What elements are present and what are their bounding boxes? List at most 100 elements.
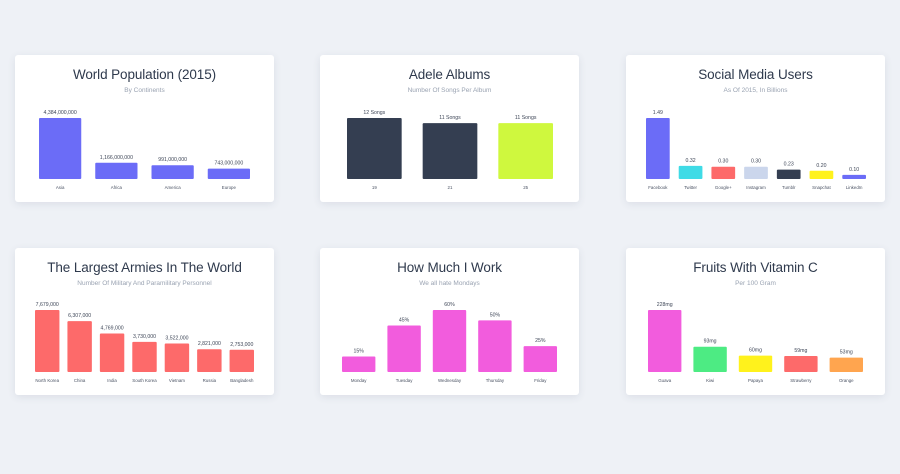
data-label-monday: 15% [354, 349, 365, 355]
bar-africa [95, 162, 138, 179]
tick-label-tuesday: Tuesday [396, 378, 413, 383]
data-label-north-korea: 7,679,000 [36, 302, 59, 308]
chart-card-largest-armies: The Largest Armies In The World Number O… [15, 248, 274, 395]
chart-card-fruits-vitamin-c: Fruits With Vitamin C Per 100 Gram 228mg… [626, 248, 885, 395]
tick-label-papaya: Papaya [748, 378, 763, 383]
data-label-tuesday: 45% [399, 318, 410, 324]
tick-label-bangladesh: Bangladesh [230, 378, 254, 383]
data-label-19: 12 Songs [363, 110, 385, 116]
tick-label-russia: Russia [203, 378, 217, 383]
bar-russia [197, 349, 222, 372]
tick-label-south-korea: South Korea [132, 378, 157, 383]
chart-subtitle: Number Of Military And Paramilitary Pers… [77, 280, 212, 287]
chart-card-adele-albums: Adele Albums Number Of Songs Per Album 1… [320, 55, 579, 202]
tick-label-wednesday: Wednesday [438, 378, 462, 383]
bar-19 [347, 118, 402, 179]
bar-bangladesh [229, 349, 254, 372]
data-label-facebook: 1.49 [653, 110, 663, 116]
tick-label-19: 19 [372, 185, 377, 190]
tick-label-thursday: Thursday [486, 378, 505, 383]
tick-label-china: China [74, 378, 86, 383]
data-label-friday: 25% [535, 338, 546, 344]
bar-25 [498, 123, 553, 179]
bar-orange [829, 357, 863, 372]
tick-label-kiwi: Kiwi [706, 378, 714, 383]
tick-label-asia: Asia [56, 185, 65, 190]
chart-title: World Population (2015) [72, 67, 217, 82]
tick-label-guava: Guava [658, 378, 671, 383]
tick-label-europe: Europe [222, 185, 237, 190]
data-label-papaya: 60mg [749, 348, 762, 354]
tick-label-facebook: Facebook [648, 185, 668, 190]
data-label-kiwi: 93mg [704, 339, 717, 345]
chart-title: Social Media Users [698, 67, 813, 82]
bar-monday [342, 356, 376, 372]
tick-label-25: 25 [523, 185, 528, 190]
data-label-vietnam: 3,522,000 [165, 336, 188, 342]
bar-chart-fruits-vitamin-c: 228mg Guava 93mg Kiwi 60mg Papaya 59mg Strawber… [648, 302, 863, 383]
data-label-25: 11 Songs [515, 115, 537, 121]
data-label-linkedin: 0.10 [849, 167, 859, 173]
tick-label-snapchat: Snapchat [812, 185, 831, 190]
bar-tumblr [776, 169, 801, 179]
bar-china [67, 321, 92, 372]
bar-papaya [738, 355, 773, 372]
tick-label-africa: Africa [111, 185, 123, 190]
tick-label-orange: Orange [839, 378, 854, 383]
bar-strawberry [784, 355, 818, 372]
chart-card-world-population: World Population (2015) By Continents 4,… [15, 55, 274, 202]
chart-subtitle: Per 100 Gram [735, 280, 776, 287]
bar-twitter [678, 165, 703, 179]
tick-label-monday: Monday [351, 378, 367, 383]
data-label-thursday: 50% [490, 312, 501, 318]
data-label-europe: 743,000,000 [214, 161, 243, 167]
data-label-google: 0.30 [718, 159, 728, 165]
tick-label-india: India [107, 378, 117, 383]
data-label-strawberry: 59mg [794, 348, 807, 354]
tick-label-north-korea: North Korea [35, 378, 59, 383]
chart-subtitle: By Continents [124, 87, 165, 94]
data-label-russia: 2,821,000 [198, 341, 221, 347]
tick-label-tumblr: Tumblr [782, 185, 796, 190]
bar-tuesday [387, 325, 421, 372]
bar-21 [422, 123, 478, 179]
bar-google [711, 166, 736, 179]
data-label-guava: 228mg [657, 302, 673, 308]
data-label-orange: 53mg [840, 350, 853, 356]
data-label-asia: 4,384,000,000 [44, 110, 77, 116]
data-label-instagram: 0.30 [751, 159, 761, 165]
tick-label-twitter: Twitter [684, 185, 697, 190]
tick-label-friday: Friday [534, 378, 547, 383]
data-label-bangladesh: 2,753,000 [230, 342, 253, 348]
bar-chart-largest-armies: 7,679,000 North Korea 6,307,000 China 4,769,… [35, 302, 254, 383]
bar-vietnam [164, 343, 190, 372]
bar-chart-how-much-i-work: 15% Monday 45% Tuesday 60% Wednesday 50% Thursd… [342, 302, 557, 383]
bar-kiwi [693, 346, 727, 372]
bar-south-korea [132, 341, 157, 372]
bar-chart-adele-albums: 12 Songs 19 11 Songs 21 11 Songs 25 [347, 110, 553, 190]
chart-title: How Much I Work [397, 260, 502, 275]
bar-chart-social-media-users: 1.49 Facebook 0.32 Twitter 0.30 Google+ 0.30 In… [646, 110, 866, 190]
bar-linkedin [842, 174, 866, 179]
bar-instagram [744, 166, 768, 179]
tick-label-21: 21 [448, 185, 453, 190]
chart-title: Fruits With Vitamin C [693, 260, 818, 275]
chart-title: Adele Albums [408, 67, 491, 82]
bar-america [151, 165, 194, 179]
chart-card-social-media-users: Social Media Users As Of 2015, In Billio… [626, 55, 885, 202]
data-label-america: 991,000,000 [158, 157, 187, 163]
bar-snapchat [809, 170, 834, 179]
tick-label-linkedin: LinkedIn [846, 185, 863, 190]
data-label-south-korea: 3,730,000 [133, 334, 156, 340]
bar-asia [39, 118, 82, 179]
bar-friday [523, 346, 557, 372]
tick-label-america: America [165, 185, 182, 190]
data-label-china: 6,307,000 [68, 313, 91, 319]
data-label-wednesday: 60% [444, 302, 455, 308]
bar-wednesday [432, 310, 467, 372]
chart-subtitle: As Of 2015, In Billions [723, 87, 788, 94]
chart-card-how-much-i-work: How Much I Work We all hate Mondays 15% M… [320, 248, 579, 395]
data-label-tumblr: 0.23 [784, 162, 794, 168]
tick-label-strawberry: Strawberry [790, 378, 812, 383]
tick-label-vietnam: Vietnam [169, 378, 185, 383]
